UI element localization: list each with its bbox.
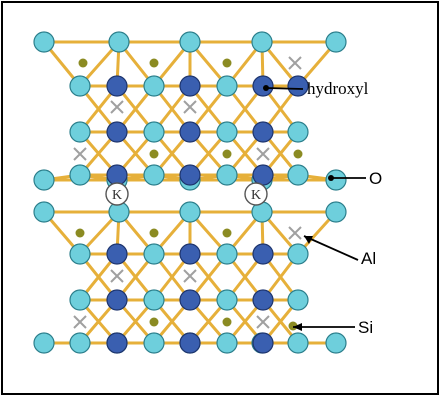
oxygen-atom [69,289,91,311]
hydroxyl-atom [179,75,201,97]
aluminum-atom [288,226,302,240]
aluminum-atom [73,315,87,329]
silicon-label: Si [358,318,373,337]
oxygen-atom [33,169,55,191]
potassium-label: K [112,188,122,203]
oxygen-atom [143,121,165,143]
hydroxyl-atom [252,164,274,186]
hydroxyl-atom [252,75,274,97]
oxygen-atom [69,332,91,354]
oxygen-atom [143,243,165,265]
silicon-atom [78,58,88,68]
hydroxyl-label: hydroxyl [307,79,369,98]
oxygen-atom [325,332,347,354]
oxygen-atom [325,31,347,53]
hydroxyl-atom [179,243,201,265]
oxygen-atom [216,243,238,265]
silicon-arrowhead [293,323,302,331]
oxygen-atom [108,31,130,53]
hydroxyl-atom [252,121,274,143]
hydroxyl-atom [179,332,201,354]
aluminum-label: Al [361,249,376,268]
hydroxyl-atom [252,289,274,311]
potassium-label: K [251,188,261,203]
silicon-atom [288,321,298,331]
aluminum-arrowhead [304,236,313,244]
oxygen-atom [143,289,165,311]
oxygen-atom [216,75,238,97]
hydroxyl-atom [106,121,128,143]
hydroxyl-atom [106,75,128,97]
silicon-atom [75,228,85,238]
silicon-atom [222,58,232,68]
aluminum-atom [110,269,124,283]
oxygen-atom [287,164,309,186]
label-layer: hydroxyl O Al Si [307,79,382,337]
oxygen-atom [143,75,165,97]
silicon-atom [149,317,159,327]
aluminum-atom [288,56,302,70]
label-pointers [263,85,366,331]
silicon-atom [149,58,159,68]
hydroxyl-atom [106,164,128,186]
oxygen-atom [69,164,91,186]
hydroxyl-pointer [265,87,304,90]
oxygen-atom [216,164,238,186]
oxygen-atom [179,31,201,53]
oxygen-atom [216,121,238,143]
oxygen-pointer-dot [328,175,334,181]
aluminum-atom [256,315,270,329]
silicon-atom [222,228,232,238]
oxygen-atom [143,332,165,354]
silicon-atom [222,317,232,327]
oxygen-atom [69,243,91,265]
oxygen-atom [33,332,55,354]
aluminum-atom [73,147,87,161]
hydroxyl-pointer-dot [263,85,269,91]
hydroxyl-atom [252,243,274,265]
oxygen-atom [287,289,309,311]
silicon-atom [149,228,159,238]
silicon-atom [293,149,303,159]
hydroxyl-atom [179,164,201,186]
oxygen-atom [216,289,238,311]
hydroxyl-atom [179,289,201,311]
oxygen-atom [216,332,238,354]
hydroxyl-atom [106,332,128,354]
hydroxyl-atom [106,243,128,265]
hydroxyl-atom [106,289,128,311]
silicon-atom [222,149,232,159]
oxygen-atom [251,31,273,53]
oxygen-atom [143,164,165,186]
hydroxyl-atom [287,75,309,97]
hydroxyl-atom [252,332,274,354]
oxygen-atom [287,243,309,265]
oxygen-atom [69,121,91,143]
oxygen-atom [287,121,309,143]
silicon-atom [149,149,159,159]
hydroxyl-atom [179,121,201,143]
oxygen-atom [179,201,201,223]
oxygen-atom [325,201,347,223]
oxygen-atom [69,75,91,97]
potassium-atom: K [244,182,268,206]
potassium-atom: K [105,182,129,206]
oxygen-atom [33,201,55,223]
oxygen-atom [33,31,55,53]
aluminum-pointer [303,235,359,261]
aluminum-atom [183,269,197,283]
aluminum-atom [256,147,270,161]
oxygen-atom [287,332,309,354]
aluminum-atom [110,100,124,114]
aluminum-atom [183,100,197,114]
oxygen-label: O [369,169,382,188]
